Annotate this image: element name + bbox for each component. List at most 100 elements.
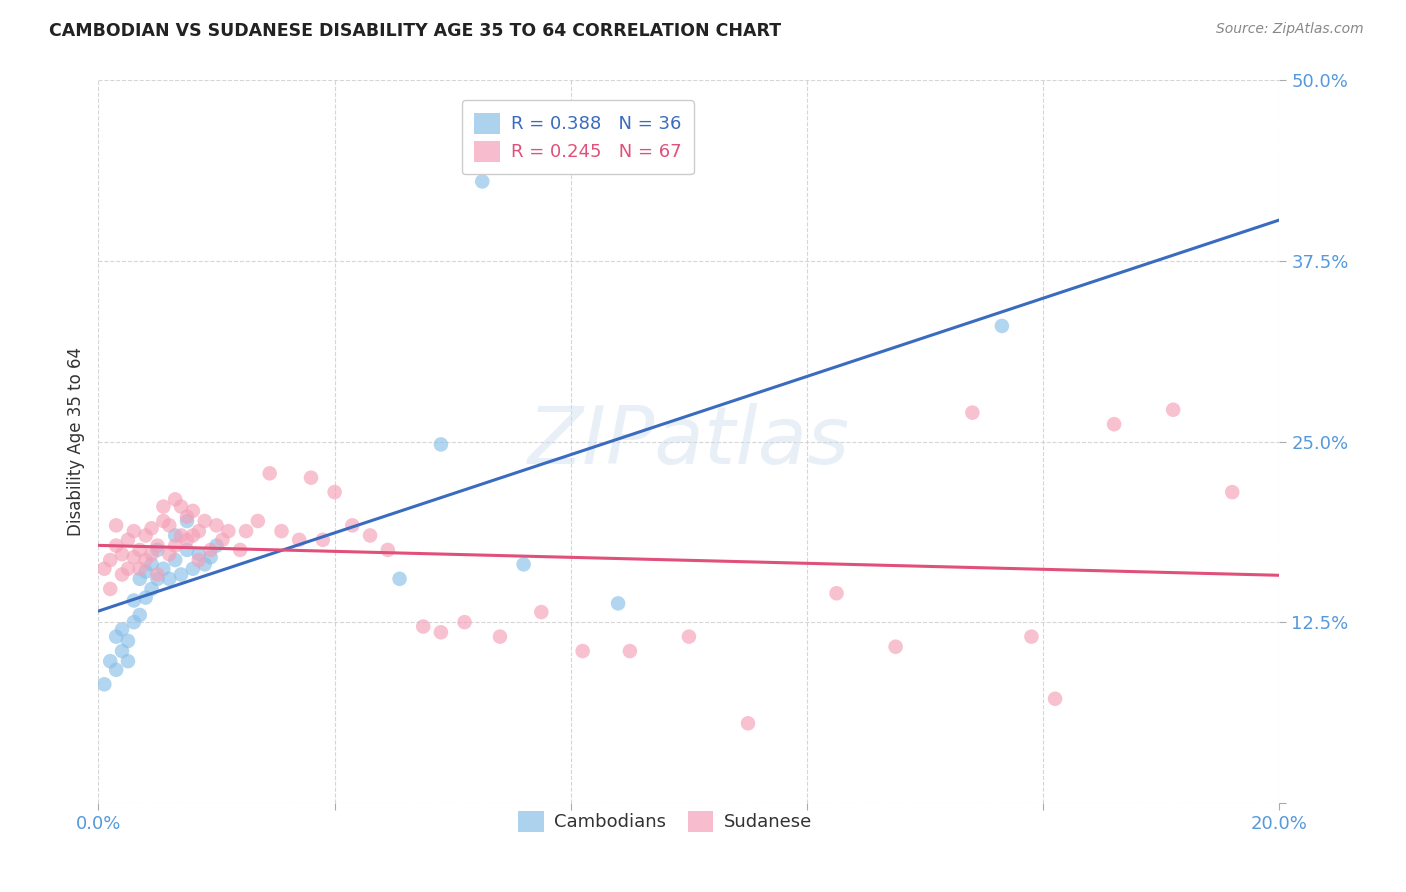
Point	[141, 521, 163, 535]
Legend: Cambodians, Sudanese: Cambodians, Sudanese	[506, 798, 825, 845]
Point	[170, 500, 193, 514]
Point	[288, 533, 311, 547]
Point	[135, 591, 157, 605]
Point	[176, 542, 198, 557]
Point	[229, 542, 252, 557]
Point	[176, 509, 198, 524]
Point	[342, 518, 364, 533]
Point	[571, 644, 593, 658]
Point	[146, 572, 169, 586]
Point	[157, 572, 180, 586]
Point	[98, 582, 121, 596]
Point	[200, 542, 222, 557]
Point	[117, 654, 139, 668]
Point	[388, 572, 411, 586]
Point	[170, 528, 193, 542]
Point	[93, 677, 115, 691]
Point	[157, 547, 180, 561]
Point	[105, 518, 128, 533]
Point	[135, 528, 157, 542]
Point	[181, 528, 204, 542]
Point	[128, 542, 150, 557]
Point	[117, 533, 139, 547]
Point	[235, 524, 257, 538]
Point	[512, 558, 534, 572]
Point	[146, 539, 169, 553]
Point	[135, 553, 157, 567]
Point	[165, 553, 187, 567]
Point	[377, 542, 399, 557]
Point	[471, 174, 494, 188]
Point	[187, 524, 209, 538]
Point	[312, 533, 335, 547]
Point	[187, 547, 209, 561]
Point	[489, 630, 512, 644]
Point	[141, 558, 163, 572]
Point	[111, 547, 134, 561]
Text: CAMBODIAN VS SUDANESE DISABILITY AGE 35 TO 64 CORRELATION CHART: CAMBODIAN VS SUDANESE DISABILITY AGE 35 …	[49, 22, 782, 40]
Point	[93, 562, 115, 576]
Point	[359, 528, 381, 542]
Point	[111, 623, 134, 637]
Point	[453, 615, 475, 630]
Point	[152, 562, 174, 576]
Point	[135, 565, 157, 579]
Point	[105, 539, 128, 553]
Point	[430, 625, 453, 640]
Point	[122, 524, 145, 538]
Point	[111, 567, 134, 582]
Point	[323, 485, 346, 500]
Point	[141, 582, 163, 596]
Point	[181, 562, 204, 576]
Point	[194, 558, 217, 572]
Point	[200, 550, 222, 565]
Point	[176, 533, 198, 547]
Point	[181, 504, 204, 518]
Point	[607, 596, 630, 610]
Point	[170, 567, 193, 582]
Point	[991, 318, 1014, 333]
Point	[205, 539, 228, 553]
Point	[299, 470, 322, 484]
Point	[146, 567, 169, 582]
Point	[122, 615, 145, 630]
Point	[122, 593, 145, 607]
Point	[211, 533, 233, 547]
Point	[176, 514, 198, 528]
Point	[205, 518, 228, 533]
Point	[117, 562, 139, 576]
Point	[98, 553, 121, 567]
Point	[165, 539, 187, 553]
Point	[128, 607, 150, 622]
Text: Source: ZipAtlas.com: Source: ZipAtlas.com	[1216, 22, 1364, 37]
Point	[1043, 691, 1066, 706]
Point	[1021, 630, 1043, 644]
Point	[141, 547, 163, 561]
Point	[430, 437, 453, 451]
Point	[619, 644, 641, 658]
Point	[884, 640, 907, 654]
Point	[146, 542, 169, 557]
Point	[157, 518, 180, 533]
Point	[117, 634, 139, 648]
Point	[128, 572, 150, 586]
Point	[111, 644, 134, 658]
Point	[412, 619, 434, 633]
Point	[122, 550, 145, 565]
Point	[152, 500, 174, 514]
Point	[105, 630, 128, 644]
Point	[152, 514, 174, 528]
Text: ZIPatlas: ZIPatlas	[527, 402, 851, 481]
Point	[962, 406, 984, 420]
Point	[1220, 485, 1243, 500]
Point	[98, 654, 121, 668]
Point	[1102, 417, 1125, 432]
Point	[105, 663, 128, 677]
Point	[165, 528, 187, 542]
Point	[217, 524, 239, 538]
Point	[128, 562, 150, 576]
Point	[825, 586, 848, 600]
Point	[165, 492, 187, 507]
Point	[1161, 402, 1184, 417]
Point	[530, 605, 553, 619]
